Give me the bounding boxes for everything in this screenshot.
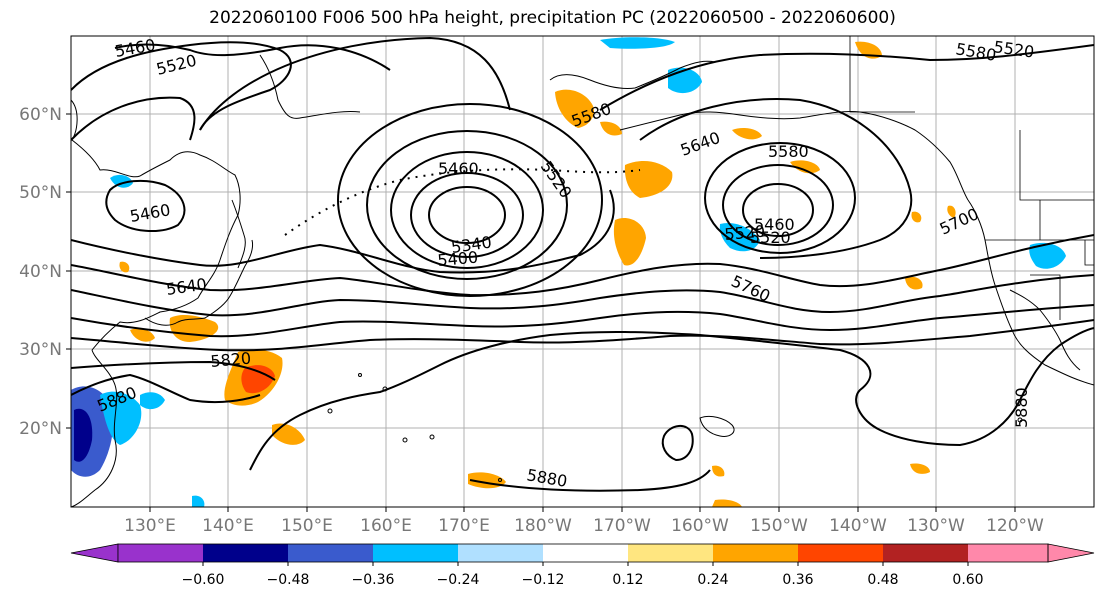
precip-patch: [910, 463, 930, 474]
colorbar-segment: [713, 544, 798, 562]
lon-label: 150°W: [750, 516, 808, 536]
colorbar-segment: [373, 544, 458, 562]
lon-label: 170°E: [438, 516, 490, 536]
lat-label: 40°N: [19, 262, 62, 282]
precip-patch: [712, 465, 725, 477]
lon-label: 140°W: [829, 516, 887, 536]
colorbar-segment: [203, 544, 288, 562]
precip-patch: [74, 408, 93, 462]
colorbar-extend-high: [1047, 543, 1095, 563]
lat-label: 60°N: [19, 105, 62, 125]
contour-label: 5460: [754, 215, 795, 234]
lon-label: 160°W: [671, 516, 729, 536]
lat-label: 20°N: [19, 419, 62, 439]
precip-patch: [100, 391, 142, 445]
colorbar-segment: [118, 544, 203, 562]
lon-label: 130°W: [907, 516, 965, 536]
precip-patch: [911, 211, 922, 223]
colorbar-tick-label: 0.24: [697, 572, 728, 588]
lon-label: 120°W: [986, 516, 1044, 536]
colorbar-tick-label: −0.48: [267, 572, 310, 588]
precip-patch: [947, 205, 956, 218]
precip-patch: [241, 365, 275, 394]
colorbar-extend-low: [70, 543, 119, 563]
precip-patch: [905, 276, 923, 290]
precip-patch: [719, 222, 760, 252]
precip-patch: [732, 128, 762, 140]
precip-patch: [855, 41, 882, 59]
precip-patch: [600, 121, 622, 136]
colorbar-tick-label: −0.36: [352, 572, 395, 588]
colorbar-tick-label: 0.48: [867, 572, 898, 588]
precip-patch: [712, 499, 742, 507]
precip-patch: [192, 495, 205, 507]
precip-patch: [130, 328, 155, 342]
precip-patch: [110, 174, 133, 188]
precip-patches: [71, 37, 1066, 507]
precip-patch: [613, 218, 646, 266]
precip-patch: [119, 261, 130, 273]
lon-label: 150°E: [281, 516, 333, 536]
colorbar-segment: [798, 544, 883, 562]
lon-label: 170°W: [593, 516, 651, 536]
colorbar-segment: [883, 544, 968, 562]
colorbar-tick-label: 0.12: [612, 572, 643, 588]
precip-patch: [1029, 242, 1066, 269]
colorbar: −0.60 −0.48 −0.36 −0.24 −0.12 0.12 0.24 …: [70, 543, 1095, 588]
map-title: 2022060100 F006 500 hPa height, precipit…: [209, 8, 896, 28]
precip-patch: [555, 89, 595, 128]
precip-patch: [624, 160, 673, 198]
contour-label: 5580: [768, 142, 809, 161]
precip-patch: [790, 160, 820, 174]
colorbar-tick-label: −0.60: [182, 572, 225, 588]
lon-label: 160°E: [360, 516, 412, 536]
precip-patch: [600, 37, 675, 49]
contour-label: 5460: [438, 159, 479, 178]
precip-patch: [140, 392, 165, 410]
colorbar-segment: [288, 544, 373, 562]
colorbar-tick-label: −0.24: [437, 572, 480, 588]
colorbar-segment: [968, 544, 1048, 562]
contour-label: 5820: [210, 349, 252, 371]
colorbar-segment: [543, 544, 628, 562]
colorbar-tick-label: −0.12: [522, 572, 565, 588]
aleutian-islands: [284, 168, 641, 236]
lon-label: 140°E: [202, 516, 254, 536]
colorbar-segment: [628, 544, 713, 562]
longitude-labels: 130°E 140°E 150°E 160°E 170°E 180°W 170°…: [124, 516, 1044, 536]
colorbar-tick-label: 0.36: [782, 572, 813, 588]
latitude-labels: 60°N 50°N 40°N 30°N 20°N: [19, 105, 62, 439]
contour-label: 5400: [437, 248, 479, 270]
colorbar-segment: [458, 544, 543, 562]
axis-ticks: [66, 113, 1016, 512]
coastlines: [71, 54, 1094, 507]
borders: [849, 36, 1094, 320]
height-contours: [71, 36, 1094, 492]
contour-label: 5520: [724, 222, 766, 244]
contour-label: 5520: [750, 228, 791, 247]
colorbar-tick-label: 0.60: [952, 572, 983, 588]
contour-label: 5880: [1012, 387, 1031, 428]
lon-label: 180°W: [514, 516, 572, 536]
lat-label: 50°N: [19, 183, 62, 203]
lon-label: 130°E: [124, 516, 176, 536]
lat-label: 30°N: [19, 340, 62, 360]
